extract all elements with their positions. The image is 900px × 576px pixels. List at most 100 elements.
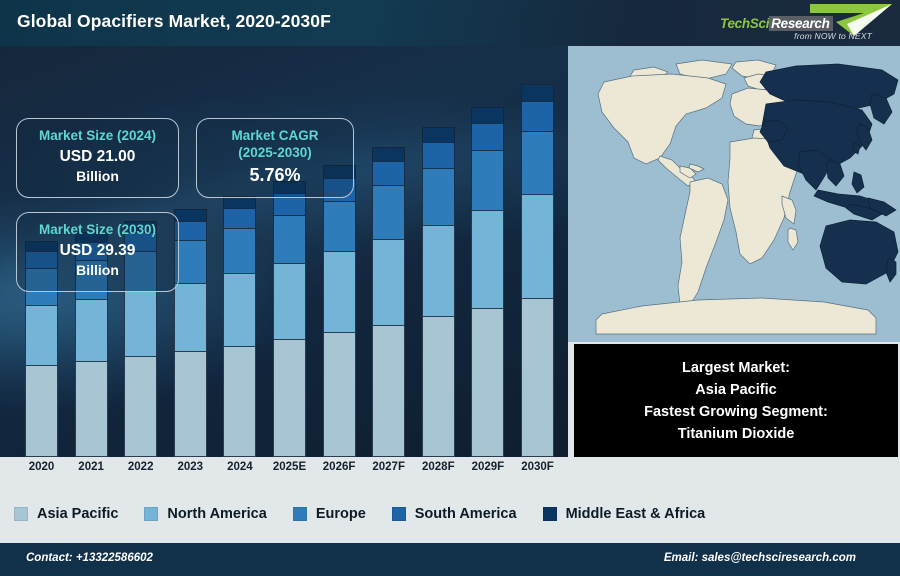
bar-segment — [372, 146, 406, 161]
largest-market-label: Largest Market: — [682, 359, 790, 376]
bar-segment — [74, 360, 108, 457]
bar-segment — [223, 228, 257, 274]
bar-segment — [421, 127, 455, 143]
bar-2027F — [372, 146, 406, 457]
legend-swatch-icon — [144, 507, 159, 521]
stat-value: USD 29.39 — [59, 242, 136, 259]
bar-segment — [372, 185, 406, 239]
stat-card-market-cagr: Market CAGR (2025-2030) 5.76% — [196, 118, 354, 198]
bar-2025E — [273, 180, 306, 457]
bar-segment — [372, 238, 406, 325]
bar-segment — [521, 84, 554, 102]
x-axis-tick: 2027F — [372, 461, 405, 473]
stat-value: USD 21.00 — [59, 148, 136, 165]
bar-segment — [25, 364, 58, 457]
bar-2030F — [521, 84, 554, 457]
legend-label: Asia Pacific — [37, 506, 119, 522]
x-axis-tick: 2022 — [127, 461, 154, 473]
bar-segment — [471, 210, 505, 308]
bar-segment — [521, 101, 554, 131]
legend-label: Middle East & Africa — [565, 506, 706, 522]
world-map — [568, 46, 900, 342]
bar-segment — [173, 282, 207, 352]
stat-title: Market Size (2030) — [38, 222, 157, 237]
bar-segment — [74, 231, 108, 243]
bar-segment — [74, 298, 108, 361]
legend-item[interactable]: Asia Pacific — [14, 506, 118, 522]
bar-segment — [322, 201, 356, 252]
stat-card-market-size-2024: Market Size (2024) USD 21.00 Billion — [16, 118, 179, 198]
legend-label: Europe — [315, 506, 366, 522]
legend-item[interactable]: North America — [144, 506, 267, 522]
footer-bar: Contact: +13322586602 Email: sales@techs… — [0, 543, 900, 576]
bar-2023 — [173, 209, 207, 457]
map-land-other — [595, 59, 877, 335]
logo-arrow-icon — [810, 4, 892, 36]
legend-swatch-icon — [542, 507, 557, 521]
bar-2020 — [25, 240, 58, 457]
bar-segment — [124, 291, 158, 357]
bar-segment — [124, 220, 158, 232]
bar-segment — [521, 298, 554, 457]
bar-segment — [273, 215, 306, 263]
x-axis: 2020 2021 2022 2023 2024 2025E 2026F 2027F 2028F… — [0, 457, 568, 485]
techsci-logo: TechSci Research from NOW to NEXT — [714, 0, 896, 44]
legend-item[interactable]: South America — [391, 506, 517, 522]
bar-segment — [223, 345, 257, 457]
bar-segment — [25, 240, 58, 251]
world-map-svg — [568, 46, 900, 342]
bar-segment — [173, 220, 207, 241]
bar-segment — [223, 207, 257, 229]
fastest-segment-value: Titanium Dioxide — [677, 425, 795, 442]
bar-2024 — [223, 195, 257, 457]
bar-segment — [273, 180, 306, 194]
x-axis-tick: 2029F — [471, 461, 505, 473]
bar-segment — [471, 150, 505, 211]
map-highlight-asia-pacific — [759, 63, 899, 285]
stat-card-market-size-2030: Market Size (2030) USD 29.39 Billion — [16, 212, 179, 292]
legend-label: South America — [414, 506, 517, 522]
bar-segment — [521, 194, 554, 299]
stat-value: 5.76% — [249, 165, 301, 185]
bar-2022 — [124, 220, 158, 457]
logo-wordmark: TechSci Research — [720, 16, 833, 31]
bar-segment — [124, 250, 158, 292]
x-axis-tick: 2026F — [322, 461, 356, 473]
bar-segment — [471, 307, 505, 457]
bar-segment — [124, 231, 158, 251]
bar-segment — [25, 305, 58, 365]
x-axis-tick: 2028F — [421, 461, 455, 473]
bar-segment — [322, 164, 356, 179]
legend-label: North America — [167, 506, 267, 522]
legend-item[interactable]: Europe — [292, 506, 366, 522]
legend-swatch-icon — [14, 507, 28, 521]
bar-segment — [521, 130, 554, 195]
bar-segment — [74, 260, 108, 299]
bar-segment — [372, 160, 406, 186]
bar-segment — [25, 250, 58, 268]
legend-item[interactable]: Middle East & Africa — [542, 506, 706, 522]
x-axis-tick: 2025E — [272, 461, 307, 473]
fastest-segment-label: Fastest Growing Segment: — [644, 403, 828, 420]
stacked-bar-plot — [0, 46, 568, 457]
bar-segment — [273, 339, 306, 457]
footer-email: Email: sales@techsciresearch.com — [663, 552, 856, 564]
bar-2026F — [322, 164, 356, 457]
bar-segment — [223, 273, 257, 346]
stat-subtitle: (2025-2030) — [238, 145, 312, 160]
bar-2029F — [471, 106, 505, 457]
bar-segment — [322, 251, 356, 333]
bar-2028F — [421, 127, 455, 457]
stat-title: Market Size (2024) — [38, 128, 157, 143]
bar-segment — [273, 262, 306, 340]
page-title: Global Opacifiers Market, 2020-2030F — [17, 11, 331, 31]
key-insights-box: Largest Market: Asia Pacific Fastest Gro… — [574, 344, 898, 457]
bar-segment — [421, 316, 455, 457]
bar-segment — [223, 195, 257, 208]
bar-segment — [421, 168, 455, 225]
bar-segment — [421, 142, 455, 169]
chart-canvas: Market Size (2024) USD 21.00 Billion Mar… — [0, 46, 568, 457]
x-axis-tick: 2020 — [28, 461, 55, 473]
bar-segment — [471, 106, 505, 123]
